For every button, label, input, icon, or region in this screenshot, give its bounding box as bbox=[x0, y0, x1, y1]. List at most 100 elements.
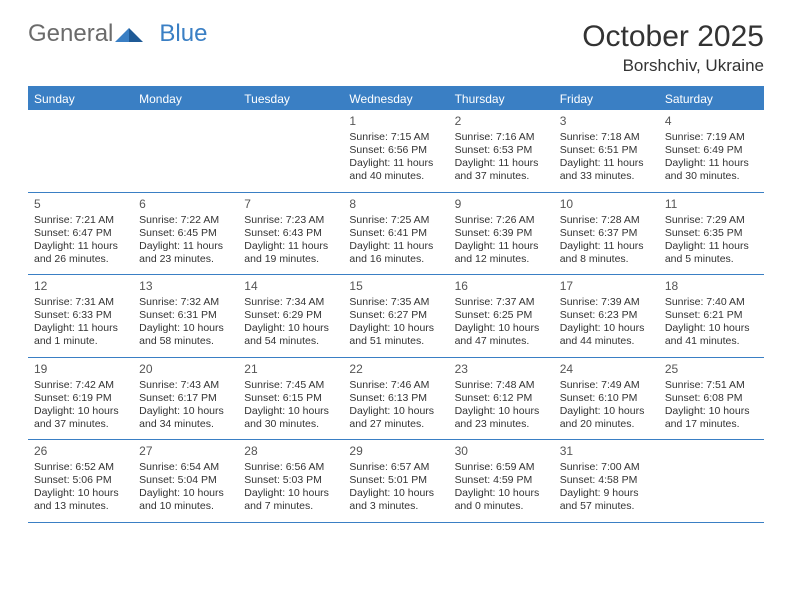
sunset-line: Sunset: 6:21 PM bbox=[665, 309, 758, 322]
sunset-line: Sunset: 6:39 PM bbox=[455, 227, 548, 240]
daylight-line: Daylight: 10 hours and 13 minutes. bbox=[34, 487, 127, 513]
day-number: 2 bbox=[455, 114, 548, 129]
day-cell: 20Sunrise: 7:43 AMSunset: 6:17 PMDayligh… bbox=[133, 358, 238, 440]
day-number: 28 bbox=[244, 444, 337, 459]
sunset-line: Sunset: 6:37 PM bbox=[560, 227, 653, 240]
week-row: 5Sunrise: 7:21 AMSunset: 6:47 PMDaylight… bbox=[28, 193, 764, 276]
daylight-line: Daylight: 11 hours and 8 minutes. bbox=[560, 240, 653, 266]
sunrise-line: Sunrise: 7:42 AM bbox=[34, 379, 127, 392]
day-number: 27 bbox=[139, 444, 232, 459]
day-cell: 9Sunrise: 7:26 AMSunset: 6:39 PMDaylight… bbox=[449, 193, 554, 275]
sunset-line: Sunset: 6:29 PM bbox=[244, 309, 337, 322]
day-number: 29 bbox=[349, 444, 442, 459]
day-cell: 25Sunrise: 7:51 AMSunset: 6:08 PMDayligh… bbox=[659, 358, 764, 440]
sunrise-line: Sunrise: 7:15 AM bbox=[349, 131, 442, 144]
logo-triangle-icon bbox=[115, 24, 143, 44]
logo-text-blue: Blue bbox=[159, 20, 207, 48]
day-number: 30 bbox=[455, 444, 548, 459]
dow-cell: Friday bbox=[554, 88, 659, 110]
day-number: 18 bbox=[665, 279, 758, 294]
weeks-container: 1Sunrise: 7:15 AMSunset: 6:56 PMDaylight… bbox=[28, 110, 764, 523]
sunrise-line: Sunrise: 7:46 AM bbox=[349, 379, 442, 392]
sunrise-line: Sunrise: 7:21 AM bbox=[34, 214, 127, 227]
daylight-line: Daylight: 10 hours and 17 minutes. bbox=[665, 405, 758, 431]
logo: General Blue bbox=[28, 20, 207, 48]
day-cell: 19Sunrise: 7:42 AMSunset: 6:19 PMDayligh… bbox=[28, 358, 133, 440]
sunrise-line: Sunrise: 7:25 AM bbox=[349, 214, 442, 227]
daylight-line: Daylight: 10 hours and 47 minutes. bbox=[455, 322, 548, 348]
sunset-line: Sunset: 6:19 PM bbox=[34, 392, 127, 405]
daylight-line: Daylight: 11 hours and 26 minutes. bbox=[34, 240, 127, 266]
week-row: 19 Sunrise: 7:42 AMSunset: 6:19 PM Dayligh… bbox=[28, 358, 764, 441]
day-number: 10 bbox=[560, 197, 653, 212]
day-number: 14 bbox=[244, 279, 337, 294]
sunset-line: Sunset: 6:47 PM bbox=[34, 227, 127, 240]
daylight-line: Daylight: 10 hours and 3 minutes. bbox=[349, 487, 442, 513]
sunset-line: Sunset: 6:23 PM bbox=[560, 309, 653, 322]
header-row: General Blue October 2025 Borshchiv, Ukr… bbox=[28, 20, 764, 76]
daylight-line: Daylight: 11 hours and 23 minutes. bbox=[139, 240, 232, 266]
sunset-line: Sunset: 5:01 PM bbox=[349, 474, 442, 487]
day-cell: 8Sunrise: 7:25 AMSunset: 6:41 PMDaylight… bbox=[343, 193, 448, 275]
day-of-week-row: SundayMondayTuesdayWednesdayThursdayFrid… bbox=[28, 88, 764, 110]
day-cell: 30Sunrise: 6:59 AMSunset: 4:59 PMDayligh… bbox=[449, 440, 554, 522]
sunset-line: Sunset: 4:58 PM bbox=[560, 474, 653, 487]
day-number: 23 bbox=[455, 362, 548, 377]
sunset-line: Sunset: 6:53 PM bbox=[455, 144, 548, 157]
daylight-line: Daylight: 10 hours and 20 minutes. bbox=[560, 405, 653, 431]
day-number: 31 bbox=[560, 444, 653, 459]
sunset-line: Sunset: 4:59 PM bbox=[455, 474, 548, 487]
daylight-line: Daylight: 10 hours and 41 minutes. bbox=[665, 322, 758, 348]
dow-cell: Wednesday bbox=[343, 88, 448, 110]
sunset-line: Sunset: 6:51 PM bbox=[560, 144, 653, 157]
day-number: 13 bbox=[139, 279, 232, 294]
day-cell: 7Sunrise: 7:23 AMSunset: 6:43 PMDaylight… bbox=[238, 193, 343, 275]
sunset-line: Sunset: 6:35 PM bbox=[665, 227, 758, 240]
sunset-line: Sunset: 6:56 PM bbox=[349, 144, 442, 157]
day-number: 4 bbox=[665, 114, 758, 129]
sunrise-line: Sunrise: 7:19 AM bbox=[665, 131, 758, 144]
sunrise-line: Sunrise: 6:57 AM bbox=[349, 461, 442, 474]
day-cell: 15Sunrise: 7:35 AMSunset: 6:27 PMDayligh… bbox=[343, 275, 448, 357]
day-cell: 13Sunrise: 7:32 AMSunset: 6:31 PMDayligh… bbox=[133, 275, 238, 357]
sunset-line: Sunset: 6:13 PM bbox=[349, 392, 442, 405]
day-number: 11 bbox=[665, 197, 758, 212]
day-cell: 22 Sunrise: 7:46 AMSunset: 6:13 PMDayligh… bbox=[343, 358, 448, 440]
sunrise-line: Sunrise: 7:16 AM bbox=[455, 131, 548, 144]
sunrise-line: Sunrise: 7:43 AM bbox=[139, 379, 232, 392]
sunrise-line: Sunrise: 7:23 AM bbox=[244, 214, 337, 227]
day-number: 19 bbox=[34, 362, 127, 377]
sunset-line: Sunset: 6:08 PM bbox=[665, 392, 758, 405]
sunrise-line: Sunrise: 7:39 AM bbox=[560, 296, 653, 309]
daylight-line: Daylight: 11 hours and 30 minutes. bbox=[665, 157, 758, 183]
sunrise-line: Sunrise: 7:26 AM bbox=[455, 214, 548, 227]
daylight-line: Daylight: 11 hours and 5 minutes. bbox=[665, 240, 758, 266]
week-row: 1Sunrise: 7:15 AMSunset: 6:56 PMDaylight… bbox=[28, 110, 764, 193]
sunrise-line: Sunrise: 7:00 AM bbox=[560, 461, 653, 474]
daylight-line: Daylight: 10 hours and 7 minutes. bbox=[244, 487, 337, 513]
location-label: Borshchiv, Ukraine bbox=[582, 56, 764, 76]
daylight-line: Daylight: 10 hours and 44 minutes. bbox=[560, 322, 653, 348]
day-cell: 16Sunrise: 7:37 AMSunset: 6:25 PMDayligh… bbox=[449, 275, 554, 357]
sunrise-line: Sunrise: 7:18 AM bbox=[560, 131, 653, 144]
week-row: 12Sunrise: 7:31 AMSunset: 6:33 PMDayligh… bbox=[28, 275, 764, 358]
sunset-line: Sunset: 6:41 PM bbox=[349, 227, 442, 240]
sunrise-line: Sunrise: 7:22 AM bbox=[139, 214, 232, 227]
day-cell: 1Sunrise: 7:15 AMSunset: 6:56 PMDaylight… bbox=[343, 110, 448, 192]
day-cell: 3Sunrise: 7:18 AMSunset: 6:51 PMDaylight… bbox=[554, 110, 659, 192]
day-number: 7 bbox=[244, 197, 337, 212]
week-row: 26Sunrise: 6:52 AMSunset: 5:06 PMDayligh… bbox=[28, 440, 764, 523]
day-number: 5 bbox=[34, 197, 127, 212]
sunset-line: Sunset: 5:06 PM bbox=[34, 474, 127, 487]
sunset-line: Sunset: 6:15 PM bbox=[244, 392, 337, 405]
daylight-line: Daylight: 11 hours and 37 minutes. bbox=[455, 157, 548, 183]
sunrise-line: Sunrise: 6:59 AM bbox=[455, 461, 548, 474]
day-number: 9 bbox=[455, 197, 548, 212]
dow-cell: Thursday bbox=[449, 88, 554, 110]
daylight-line: Daylight: 10 hours and 27 minutes. bbox=[349, 405, 442, 431]
day-cell bbox=[238, 110, 343, 192]
day-number: 22 bbox=[349, 362, 442, 377]
day-cell: 29 Sunrise: 6:57 AMSunset: 5:01 PMDayligh… bbox=[343, 440, 448, 522]
daylight-line: Daylight: 9 hours and 57 minutes. bbox=[560, 487, 653, 513]
day-cell bbox=[659, 440, 764, 522]
